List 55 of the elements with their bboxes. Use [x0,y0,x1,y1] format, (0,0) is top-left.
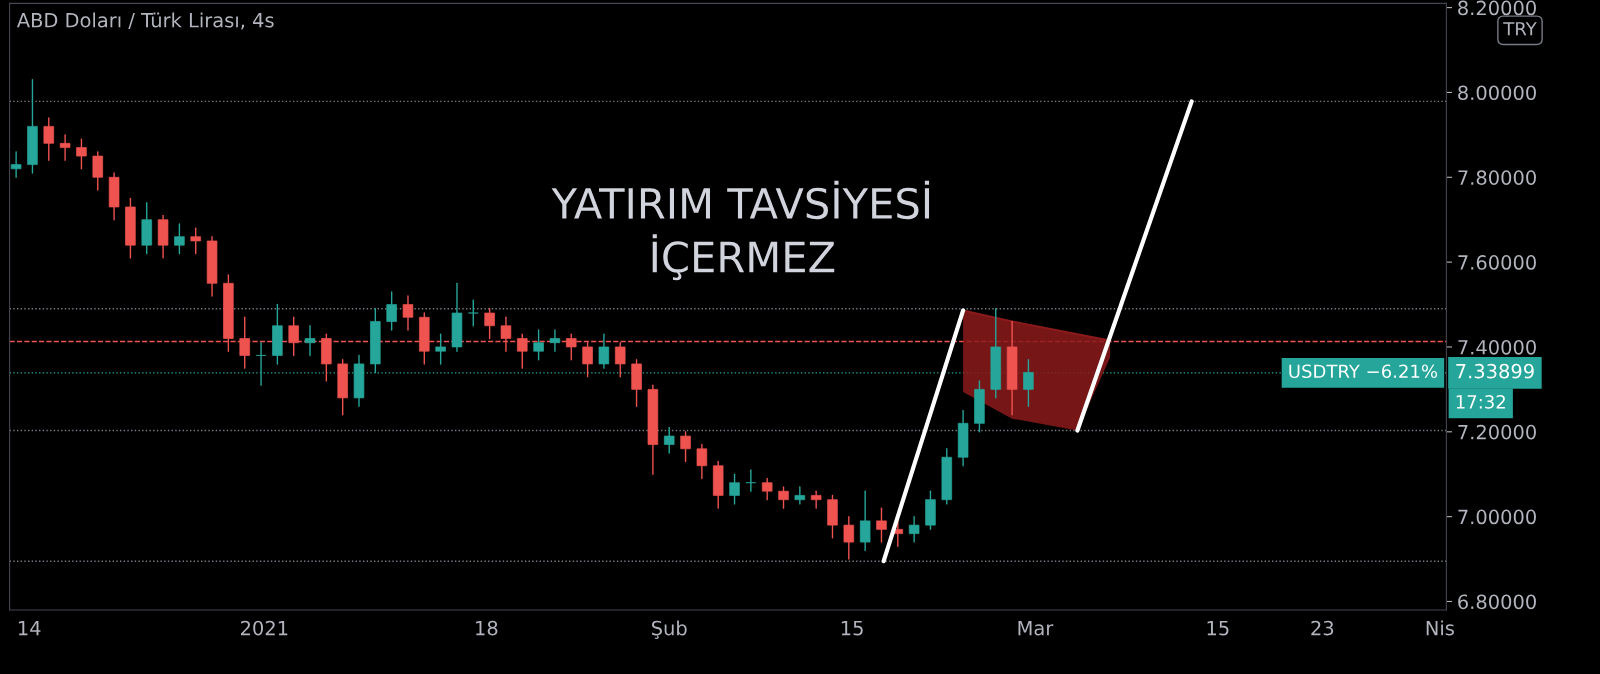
candlestick [435,333,446,365]
candlestick [386,291,397,331]
x-tick-label: 2021 [240,620,288,636]
candlestick [908,515,920,543]
x-tick-label: Mar [1018,620,1054,636]
x-tick-label: 15 [1207,620,1229,636]
candlestick [729,473,740,505]
candlestick [859,490,871,552]
candlestick [876,507,887,543]
candlestick [255,342,267,386]
candlestick [1023,358,1034,408]
y-tick-label: 7.80000 [1458,170,1536,185]
annotation: USDTRY −6.21% [1289,364,1438,379]
candlestick [92,151,104,191]
candlestick [10,151,22,178]
text: 17:32 [1456,394,1505,409]
candlestick [761,477,773,501]
y-tick-label: 7.40000 [1458,339,1536,355]
candlestick [745,469,757,492]
annotation: YATIRIM TAVSİYESİ İÇERMEZ [551,180,930,281]
candlestick [484,308,495,340]
candlestick [174,223,185,255]
candlestick [680,431,691,463]
x-tick-label: Nis [1426,620,1454,636]
candlestick [810,490,822,509]
chart-title: ABD Doları / Türk Lirası, 4s [16,12,274,30]
candlestick [59,134,71,162]
x-tick-label: Şub [652,620,687,639]
candlestick [696,443,708,480]
y-tick-label: 8.20000 [1458,0,1536,16]
candlestick [76,138,87,170]
candlestick [533,329,544,361]
y-tick-label: 7.00000 [1458,509,1536,525]
y-tick-label: 8.00000 [1458,85,1536,101]
candlestick [843,515,855,560]
candlestick [549,329,561,352]
candlestick [778,486,789,509]
candlestick [43,117,55,162]
candlestick [794,486,806,505]
y-tick-label: 6.80000 [1458,594,1536,610]
candlestick [304,325,316,357]
candlestick [598,333,610,369]
candlestick [402,295,414,331]
y-tick-label: 7.20000 [1458,424,1536,440]
x-tick-label: 23 [1311,620,1334,636]
x-tick-label: 15 [841,620,863,636]
candlestick [663,426,675,454]
ref-line-label: 7.33899 [1456,363,1534,379]
y-tick-label: 7.60000 [1458,255,1536,270]
x-tick-label: 18 [476,620,498,636]
x-tick-label: 14 [18,620,41,636]
candlestick [614,342,626,378]
text: TRY [1503,22,1537,36]
candlestick [468,299,479,327]
candlestick [190,227,201,255]
